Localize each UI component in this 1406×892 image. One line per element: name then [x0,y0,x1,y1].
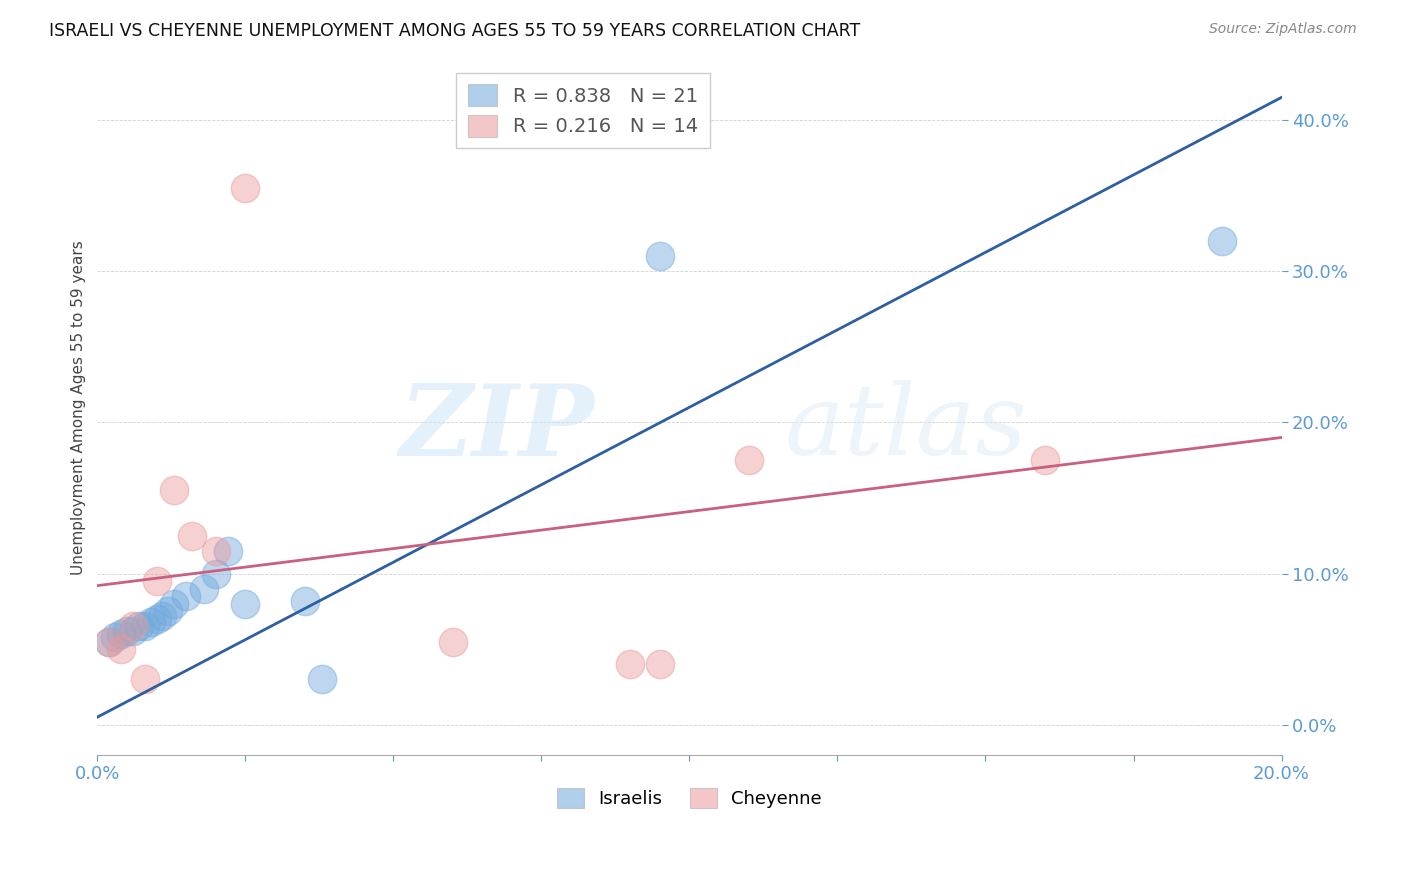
Point [157,604,180,618]
Text: ISRAELI VS CHEYENNE UNEMPLOYMENT AMONG AGES 55 TO 59 YEARS CORRELATION CHART: ISRAELI VS CHEYENNE UNEMPLOYMENT AMONG A… [49,22,860,40]
Point [737,453,759,467]
Point [311,673,333,687]
Point [104,630,127,644]
Point [134,673,156,687]
Point [98,634,121,648]
Point [217,544,239,558]
Point [1211,234,1233,248]
Point [128,619,150,633]
Text: atlas: atlas [785,381,1026,475]
Legend: Israelis, Cheyenne: Israelis, Cheyenne [550,781,830,815]
Point [163,483,186,498]
Y-axis label: Unemployment Among Ages 55 to 59 years: Unemployment Among Ages 55 to 59 years [72,240,86,574]
Point [235,181,257,195]
Text: Source: ZipAtlas.com: Source: ZipAtlas.com [1209,22,1357,37]
Point [122,624,145,638]
Point [204,544,226,558]
Text: ZIP: ZIP [399,380,595,476]
Point [181,529,204,543]
Point [152,608,174,623]
Point [174,589,197,603]
Point [98,634,121,648]
Point [1033,453,1056,467]
Point [139,615,162,629]
Point [122,619,145,633]
Point [441,634,464,648]
Point [145,574,167,588]
Point [110,642,132,657]
Point [163,597,186,611]
Point [115,624,138,638]
Point [193,582,215,596]
Point [648,249,671,263]
Point [110,627,132,641]
Point [619,657,641,672]
Point [648,657,671,672]
Point [294,593,316,607]
Point [134,619,156,633]
Point [145,612,167,626]
Point [204,566,226,581]
Point [235,597,257,611]
